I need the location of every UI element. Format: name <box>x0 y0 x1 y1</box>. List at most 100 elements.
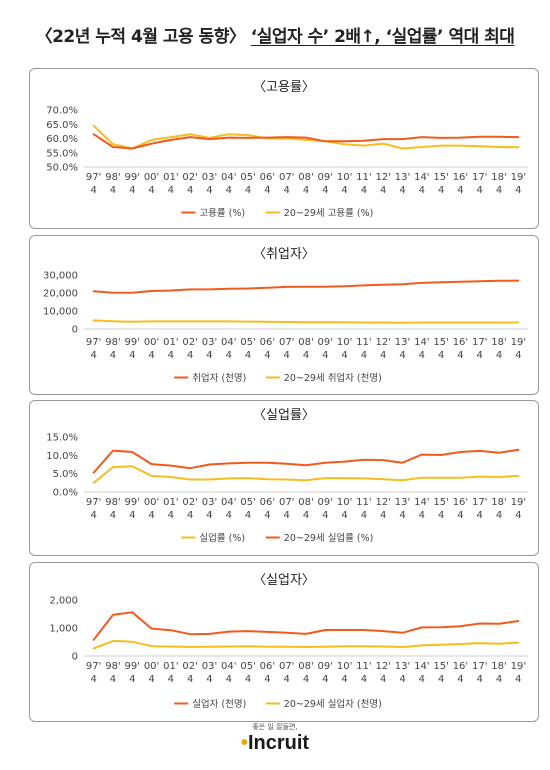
x-tick-label: 19' 4 <box>511 661 526 685</box>
title-headline: ‘실업자 수’ 2배↑, ‘실업률’ 역대 최대 <box>250 27 515 47</box>
x-tick-label: 08' 4 <box>298 661 313 685</box>
legend-label: 20~29세 고용률 (%) <box>284 208 374 219</box>
x-tick-label: 07' 4 <box>279 497 294 521</box>
x-tick-label: 04' 4 <box>221 172 236 196</box>
x-tick-label: 98' 4 <box>105 497 120 521</box>
x-tick-label: 97' 4 <box>86 337 101 361</box>
x-tick-label: 17' 4 <box>472 337 487 361</box>
series-line-total <box>92 133 520 150</box>
x-tick-label: 99' 4 <box>125 337 140 361</box>
unemployed-chart: 〈실업자〉 0 1,000 2,000 97' 4 98' 4 99' 4 00' 4 01' 4 02' 4… <box>49 573 528 710</box>
x-tick-label: 19' 4 <box>511 172 526 196</box>
x-tick-label: 01' 4 <box>163 661 178 685</box>
legend-label: 20~29세 실업률 (%) <box>284 532 374 544</box>
x-tick-label: 00' 4 <box>144 497 159 521</box>
logo-text: Incruit <box>247 732 310 754</box>
x-tick-label: 14' 4 <box>414 337 429 361</box>
y-tick-label: 65.0% <box>46 120 78 131</box>
x-tick-label: 10' 4 <box>337 497 352 521</box>
title-prefix: 〈22년 누적 4월 고용 동향〉 <box>35 27 246 47</box>
footer: 좋은 일 잘들면, •Incruit <box>0 722 550 755</box>
unemployed-panel: 〈실업자〉 0 1,000 2,000 97' 4 98' 4 99' 4 00' 4 01' 4 02' 4… <box>29 562 539 722</box>
x-tick-label: 04' 4 <box>221 337 236 361</box>
x-tick-label: 06' 4 <box>260 497 275 521</box>
y-tick-label: 1,000 <box>49 624 78 635</box>
legend-label: 20~29세 취업자 (천명) <box>284 372 382 384</box>
x-tick-label: 03' 4 <box>202 497 217 521</box>
x-tick-label: 05' 4 <box>240 661 255 685</box>
legend-label: 고용률 (%) <box>199 208 245 219</box>
x-tick-label: 00' 4 <box>144 172 159 196</box>
employed-chart: 〈취업자〉 0 10,000 20,000 30,000 97' 4 98' 4 99' 4 00' 4… <box>43 247 528 384</box>
y-tick-label: 30,000 <box>43 271 78 282</box>
series-line-total <box>92 279 520 294</box>
x-tick-label: 11' 4 <box>356 661 371 685</box>
unemployment-rate-panel: 〈실업률〉 0.0% 5.0% 10.0% 15.0% 97' 4 98' 4 99' 4 00' 4 0… <box>29 400 539 556</box>
x-tick-label: 13' 4 <box>395 661 410 685</box>
x-tick-label: 15' 4 <box>433 661 448 685</box>
x-tick-label: 10' 4 <box>337 661 352 685</box>
x-tick-label: 02' 4 <box>182 337 197 361</box>
x-tick-label: 12' 4 <box>375 661 390 685</box>
x-tick-label: 00' 4 <box>144 337 159 361</box>
x-tick-label: 98' 4 <box>105 661 120 685</box>
x-tick-label: 09' 4 <box>318 497 333 521</box>
x-tick-label: 11' 4 <box>356 172 371 196</box>
legend-label: 실업률 (%) <box>199 532 245 544</box>
logo-dot-icon: • <box>240 732 248 754</box>
x-tick-label: 15' 4 <box>433 337 448 361</box>
chart-title: 〈고용률〉 <box>253 80 315 95</box>
employment-rate-chart: 〈고용률〉 50.0% 55.0% 60.0% 65.0% 70.0% 97' 4 98' 4 99… <box>46 80 528 219</box>
x-tick-label: 02' 4 <box>182 172 197 196</box>
x-tick-label: 13' 4 <box>395 337 410 361</box>
x-tick-label: 17' 4 <box>472 661 487 685</box>
y-tick-label: 10.0% <box>46 451 78 462</box>
series-line-total <box>92 448 520 474</box>
legend-label: 취업자 (천명) <box>192 372 246 384</box>
x-tick-label: 15' 4 <box>433 497 448 521</box>
logo-tagline: 좋은 일 잘들면, <box>252 723 298 731</box>
employed-panel: 〈취업자〉 0 10,000 20,000 30,000 97' 4 98' 4 99' 4 00' 4… <box>29 235 539 395</box>
x-tick-label: 18' 4 <box>491 172 506 196</box>
x-tick-label: 07' 4 <box>279 661 294 685</box>
employment-rate-panel: 〈고용률〉 50.0% 55.0% 60.0% 65.0% 70.0% 97' 4 98' 4 99… <box>29 68 539 229</box>
y-tick-label: 10,000 <box>43 307 78 318</box>
x-tick-label: 09' 4 <box>318 337 333 361</box>
x-tick-label: 06' 4 <box>260 337 275 361</box>
x-tick-label: 19' 4 <box>511 337 526 361</box>
x-tick-label: 03' 4 <box>202 172 217 196</box>
x-tick-label: 97' 4 <box>86 497 101 521</box>
y-tick-label: 60.0% <box>46 134 78 145</box>
y-tick-label: 20,000 <box>43 289 78 300</box>
x-tick-label: 02' 4 <box>182 661 197 685</box>
x-tick-label: 05' 4 <box>240 337 255 361</box>
x-tick-label: 09' 4 <box>318 172 333 196</box>
x-tick-label: 14' 4 <box>414 497 429 521</box>
x-tick-label: 08' 4 <box>298 337 313 361</box>
x-tick-label: 10' 4 <box>337 172 352 196</box>
x-tick-label: 18' 4 <box>491 497 506 521</box>
x-tick-label: 14' 4 <box>414 172 429 196</box>
x-tick-label: 08' 4 <box>298 172 313 196</box>
page-title: 〈22년 누적 4월 고용 동향〉 ‘실업자 수’ 2배↑, ‘실업률’ 역대 … <box>0 22 550 47</box>
legend-label: 실업자 (천명) <box>192 698 246 710</box>
chart-title: 〈실업률〉 <box>253 408 315 423</box>
x-tick-label: 16' 4 <box>453 497 468 521</box>
legend-label: 20~29세 실업자 (천명) <box>284 698 382 710</box>
x-tick-label: 10' 4 <box>337 337 352 361</box>
x-tick-label: 99' 4 <box>125 172 140 196</box>
x-tick-label: 06' 4 <box>260 661 275 685</box>
y-tick-label: 0.0% <box>53 488 78 499</box>
x-tick-label: 07' 4 <box>279 172 294 196</box>
y-tick-label: 0 <box>72 325 78 336</box>
x-tick-label: 11' 4 <box>356 497 371 521</box>
x-tick-label: 05' 4 <box>240 497 255 521</box>
x-tick-label: 19' 4 <box>511 497 526 521</box>
incruit-logo: •Incruit <box>0 732 550 755</box>
x-tick-label: 16' 4 <box>453 172 468 196</box>
x-tick-label: 17' 4 <box>472 497 487 521</box>
series-line-youth <box>92 124 520 150</box>
x-tick-label: 97' 4 <box>86 172 101 196</box>
x-tick-label: 01' 4 <box>163 337 178 361</box>
y-tick-label: 15.0% <box>46 433 78 444</box>
